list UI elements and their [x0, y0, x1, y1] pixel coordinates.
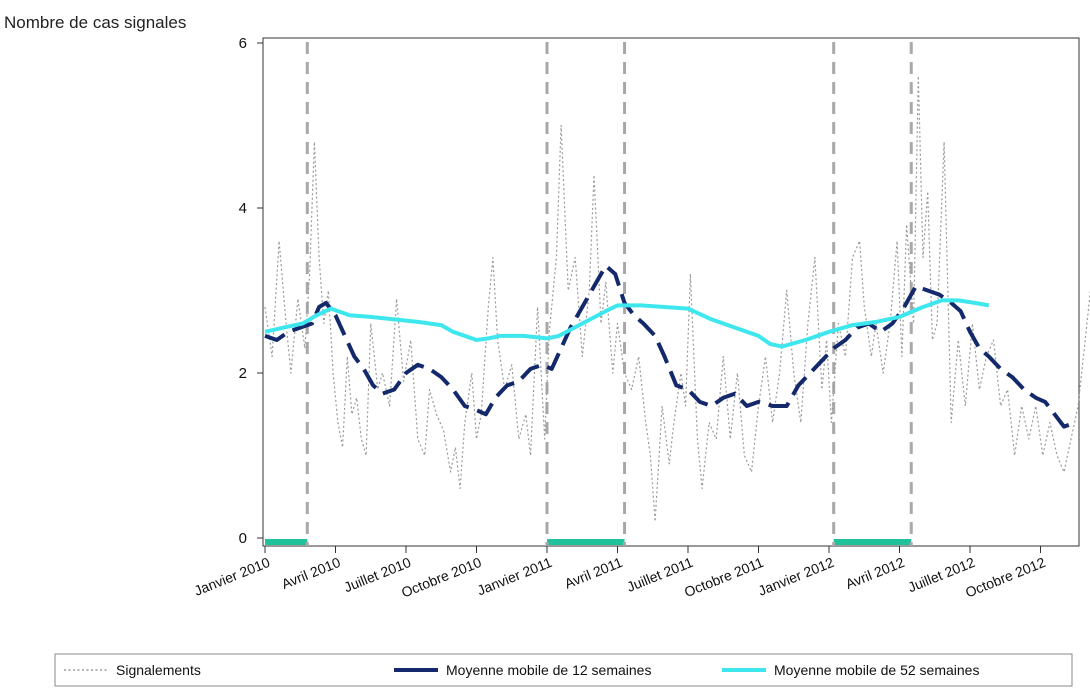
- legend-label-mm52: Moyenne mobile de 52 semaines: [774, 662, 979, 678]
- x-tick-label: Avril 2011: [562, 554, 625, 592]
- x-tick-label: Octobre 2012: [963, 554, 1048, 601]
- x-tick-label: Janvier 2012: [756, 554, 837, 599]
- shaded-period-0: [265, 539, 308, 545]
- x-tick-label: Avril 2010: [279, 554, 343, 592]
- y-axis-label: Nombre de cas signales: [4, 13, 186, 32]
- series-line-signalements: [264, 75, 1090, 523]
- y-tick-label: 4: [239, 200, 247, 217]
- x-tick-label: Janvier 2011: [475, 554, 555, 599]
- shaded-period-2: [833, 539, 912, 545]
- plot-frame: [262, 37, 1080, 547]
- legend-box: [54, 653, 1073, 687]
- x-tick-label: Octobre 2010: [399, 554, 484, 601]
- shaded-period-1: [547, 539, 625, 545]
- x-tick-label: Octobre 2011: [682, 554, 766, 600]
- series-line-moyenne-mobile-de-12-semaines: [264, 263, 1077, 429]
- x-tick-label: Janvier 2010: [192, 554, 273, 599]
- y-tick-label: 0: [239, 530, 247, 547]
- legend-label-mm12: Moyenne mobile de 12 semaines: [446, 662, 651, 678]
- y-tick-label: 6: [239, 35, 247, 52]
- legend-label-signalements: Signalements: [116, 662, 201, 678]
- series-line-moyenne-mobile-de-52-semaines: [264, 298, 990, 349]
- y-tick-label: 2: [239, 365, 247, 382]
- legend: Signalements Moyenne mobile de 12 semain…: [54, 653, 1073, 687]
- x-tick-label: Avril 2012: [843, 554, 907, 592]
